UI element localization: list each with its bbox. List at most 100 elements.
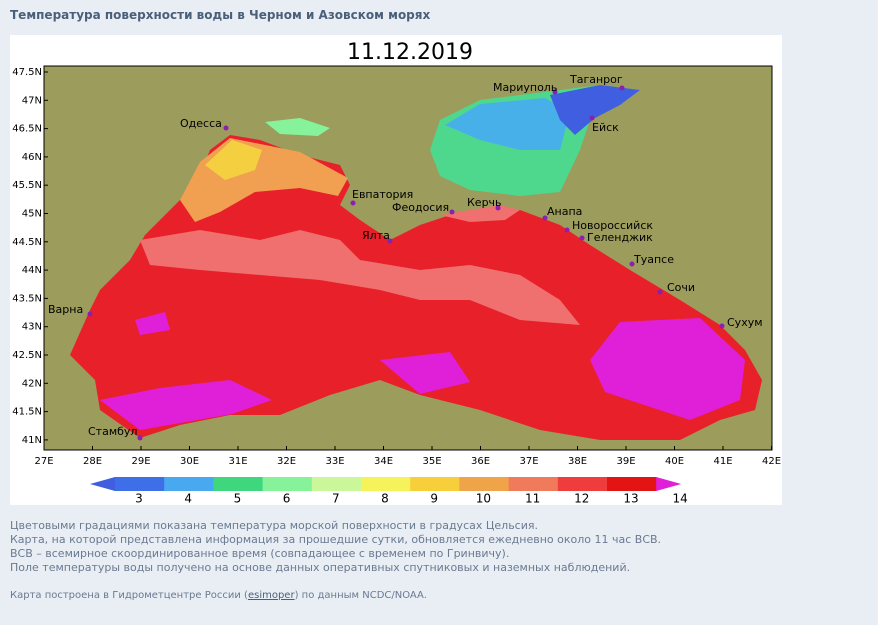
lat-label: 46.5N xyxy=(12,124,42,135)
lat-label: 45N xyxy=(22,209,42,220)
legend-label: 5 xyxy=(234,492,242,506)
city-dot xyxy=(552,89,558,95)
lon-label: 31E xyxy=(228,456,247,467)
lat-label: 44.5N xyxy=(12,237,42,248)
lon-label: 41E xyxy=(713,456,732,467)
city-label: Новороссийск xyxy=(572,219,653,232)
lon-label: 40E xyxy=(665,456,684,467)
legend-swatch xyxy=(311,477,362,491)
legend-arrow xyxy=(90,477,115,491)
lat-label: 41N xyxy=(22,435,42,446)
lon-label: 29E xyxy=(131,456,150,467)
legend-swatch xyxy=(410,477,460,491)
legend-swatch xyxy=(361,477,411,491)
city-label: Геленджик xyxy=(587,231,653,244)
city-label: Одесса xyxy=(180,117,222,130)
lat-label: 47N xyxy=(22,95,42,106)
legend-label: 12 xyxy=(574,492,589,506)
footer-text: ) по данным NCDC/NOAA. xyxy=(294,590,427,601)
lon-label: 34E xyxy=(374,456,393,467)
legend-swatch xyxy=(213,477,264,491)
legend-label: 7 xyxy=(332,492,340,506)
legend-swatch xyxy=(508,477,559,491)
legend-label: 9 xyxy=(430,492,438,506)
note-line: ВСВ – всемирное скоординированное время … xyxy=(10,547,510,560)
legend-label: 14 xyxy=(673,492,688,506)
city-dot xyxy=(495,205,501,211)
lon-label: 28E xyxy=(83,456,102,467)
note-line: Поле температуры воды получено на основе… xyxy=(10,561,631,574)
lon-label: 27E xyxy=(34,456,53,467)
city-label: Варна xyxy=(48,303,83,316)
lat-label: 44N xyxy=(22,265,42,276)
legend-label: 13 xyxy=(623,492,638,506)
legend-label: 8 xyxy=(381,492,389,506)
lon-label: 42E xyxy=(762,456,781,467)
legend-swatch xyxy=(164,477,214,491)
city-label: Феодосия xyxy=(392,201,449,214)
city-dot xyxy=(564,227,570,233)
note-line: Карта, на которой представлена информаци… xyxy=(10,533,662,546)
notes: Цветовыми градациями показана температур… xyxy=(10,519,661,575)
esimoper-link[interactable]: esimoper xyxy=(247,590,295,601)
map: 11.12.2019 47.5N 47N 46.5N 46N 45.5N 45N 44.5N… xyxy=(12,40,781,506)
lat-label: 43N xyxy=(22,322,42,333)
city-label: Туапсе xyxy=(633,253,674,266)
lon-label: 36E xyxy=(471,456,490,467)
lat-label: 46N xyxy=(22,152,42,163)
legend-arrow xyxy=(656,477,682,491)
city-dot xyxy=(579,235,585,241)
city-dot xyxy=(619,85,625,91)
seas xyxy=(70,85,762,440)
lat-label: 41.5N xyxy=(12,407,42,418)
map-panel: 11.12.2019 47.5N 47N 46.5N 46N 45.5N 45N 44.5N… xyxy=(10,35,782,506)
legend-label: 6 xyxy=(283,492,291,506)
city-dot xyxy=(589,115,595,121)
city-label: Таганрог xyxy=(569,73,623,86)
city-dot xyxy=(719,323,725,329)
lat-label: 47.5N xyxy=(12,67,42,78)
note-line: Цветовыми градациями показана температур… xyxy=(10,519,538,532)
city-dot xyxy=(223,125,229,131)
city-label: Ялта xyxy=(362,229,390,242)
lon-label: 38E xyxy=(568,456,587,467)
legend-swatch xyxy=(557,477,608,491)
city-dot xyxy=(387,238,393,244)
legend-label: 4 xyxy=(184,492,192,506)
city-label: Мариуполь xyxy=(493,81,557,94)
city-label: Анапа xyxy=(547,205,582,218)
lon-label: 33E xyxy=(325,456,344,467)
lon-label: 37E xyxy=(519,456,538,467)
lat-label: 42.5N xyxy=(12,350,42,361)
legend-label: 11 xyxy=(525,492,540,506)
city-label: Керчь xyxy=(467,196,502,209)
lat-label: 42N xyxy=(22,378,42,389)
city-label: Сухум xyxy=(727,316,763,329)
lon-label: 30E xyxy=(180,456,199,467)
legend-swatch xyxy=(115,477,165,491)
city-label: Евпатория xyxy=(352,188,413,201)
legend-swatch xyxy=(459,477,510,491)
date: 11.12.2019 xyxy=(347,40,473,65)
legend-swatch xyxy=(607,477,657,491)
footer: Карта построена в Гидрометцентре России … xyxy=(10,590,427,601)
legend-label: 3 xyxy=(135,492,143,506)
lon-label: 32E xyxy=(277,456,296,467)
legend-label: 10 xyxy=(476,492,491,506)
city-label: Стамбул xyxy=(88,425,137,438)
title: Температура поверхности воды в Черном и … xyxy=(10,8,431,22)
legend-swatch xyxy=(262,477,313,491)
city-label: Ейск xyxy=(592,121,619,134)
lat-label: 45.5N xyxy=(12,180,42,191)
city-dot xyxy=(87,311,93,317)
city-dot xyxy=(657,289,663,295)
lon-label: 35E xyxy=(422,456,441,467)
lon-label: 39E xyxy=(616,456,635,467)
city-dot xyxy=(542,215,548,221)
lat-label: 43.5N xyxy=(12,293,42,304)
city-label: Сочи xyxy=(667,281,695,294)
footer-text: Карта построена в Гидрометцентре России … xyxy=(10,590,248,601)
city-dot xyxy=(350,200,356,206)
city-dot xyxy=(137,435,143,441)
